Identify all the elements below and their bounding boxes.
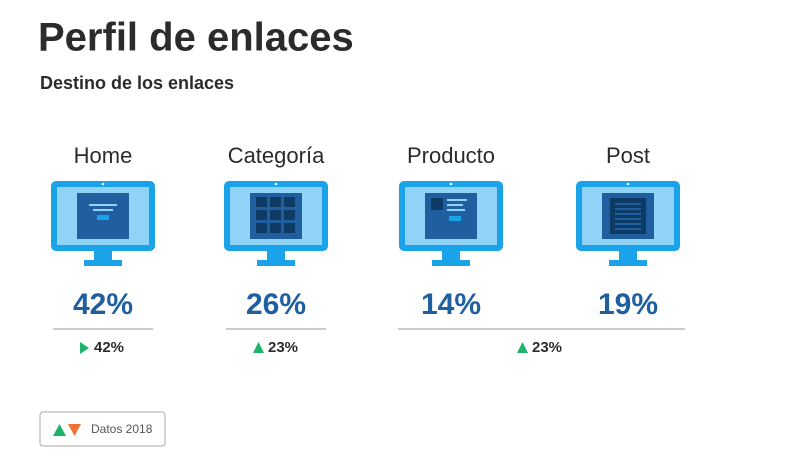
monitor-base: [257, 260, 295, 266]
item-value: 26%: [246, 288, 306, 321]
icon-line: [615, 208, 641, 210]
icon-line: [615, 218, 641, 220]
icon-cell: [270, 223, 281, 233]
item-value: 19%: [598, 288, 658, 321]
icon-image: [431, 198, 443, 210]
item-label: Home: [74, 143, 133, 168]
subtitle: Destino de los enlaces: [40, 73, 234, 93]
icon-line: [447, 199, 467, 201]
arrow-right: [80, 342, 89, 354]
monitor-dot: [626, 182, 630, 186]
legend-down: [68, 424, 81, 436]
arrow-up: [517, 342, 528, 353]
icon-cell: [284, 197, 295, 207]
icon-line: [615, 223, 641, 225]
change: 23%: [532, 339, 562, 356]
item-label: Producto: [407, 143, 495, 168]
monitor-neck: [442, 251, 460, 261]
item-value: 42%: [73, 288, 133, 321]
monitor-dot: [101, 182, 105, 186]
monitor-dot: [274, 182, 278, 186]
monitor-base: [84, 260, 122, 266]
legend-box: [39, 411, 166, 447]
icon-cell: [284, 210, 295, 220]
icon-line: [447, 209, 465, 211]
monitor-base: [609, 260, 647, 266]
icon-line: [615, 228, 641, 230]
icon-cell: [256, 197, 267, 207]
icon-cell: [270, 210, 281, 220]
monitor-neck: [267, 251, 285, 261]
monitor-base: [432, 260, 470, 266]
icon-cell: [284, 223, 295, 233]
legend-up: [53, 424, 66, 436]
monitor-dot: [449, 182, 453, 186]
icon-line: [447, 204, 463, 206]
legend-label: Datos 2018: [91, 422, 153, 436]
arrow-up: [253, 342, 264, 353]
icon-button: [97, 215, 109, 220]
item-label: Categoría: [228, 143, 325, 168]
change: 42%: [94, 339, 124, 356]
title: Perfil de enlaces: [38, 16, 354, 60]
icon-line: [615, 213, 641, 215]
monitor-neck: [619, 251, 637, 261]
icon-button: [449, 216, 461, 221]
change: 23%: [268, 339, 298, 356]
icon-cell: [256, 210, 267, 220]
icon-line: [93, 209, 113, 211]
monitor-neck: [94, 251, 112, 261]
icon-cell: [270, 197, 281, 207]
icon-cell: [256, 223, 267, 233]
item-value: 14%: [421, 288, 481, 321]
item-label: Post: [606, 143, 650, 168]
icon-line: [615, 203, 641, 205]
icon-line: [89, 204, 117, 206]
